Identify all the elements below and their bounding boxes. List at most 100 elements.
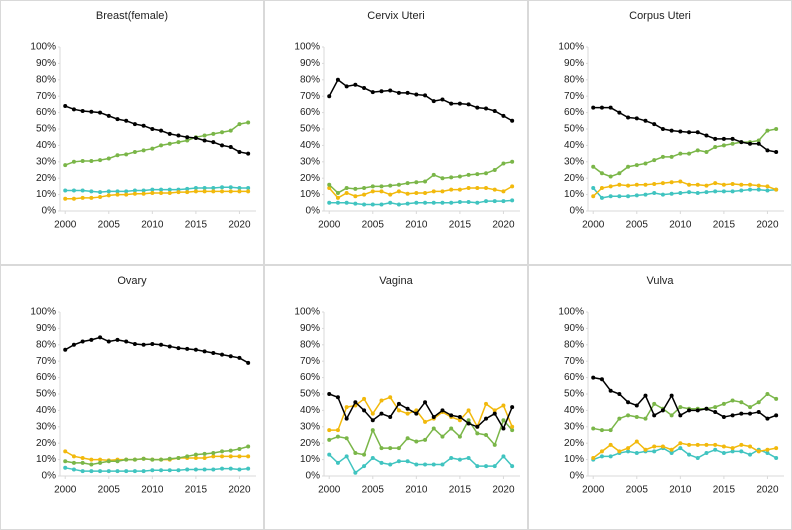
series-line [329, 199, 513, 206]
point [370, 90, 375, 95]
point [484, 416, 489, 421]
point [617, 194, 622, 199]
point [246, 120, 251, 125]
x-tick-label: 2010 [405, 220, 428, 231]
point [634, 451, 639, 456]
point [220, 449, 225, 454]
series-line [592, 440, 777, 459]
point [80, 108, 85, 113]
point [695, 190, 700, 195]
point [510, 184, 515, 189]
point [211, 467, 216, 472]
point [626, 449, 631, 454]
point [141, 191, 146, 196]
point [335, 434, 340, 439]
point [193, 186, 198, 191]
point [71, 188, 76, 193]
point [388, 88, 393, 93]
point [440, 189, 445, 194]
point [396, 90, 401, 95]
point [344, 200, 349, 205]
x-tick-label: 2015 [713, 220, 736, 231]
point [202, 455, 207, 460]
point [704, 451, 709, 456]
y-tick-label: 80% [36, 74, 56, 85]
point [652, 181, 657, 186]
point [211, 454, 216, 459]
point [660, 127, 665, 131]
point [327, 94, 332, 99]
point [591, 455, 596, 460]
point [643, 182, 648, 187]
point [510, 405, 515, 410]
point [475, 464, 480, 469]
series-line [65, 445, 249, 466]
y-tick-label: 80% [36, 339, 56, 350]
point [414, 411, 419, 416]
point [669, 413, 674, 418]
point [80, 195, 85, 200]
x-tick-label: 2005 [362, 220, 385, 231]
point [327, 186, 332, 191]
point [405, 436, 410, 441]
point [228, 454, 233, 459]
point [176, 455, 181, 460]
point [80, 188, 85, 193]
y-tick-label: 40% [564, 405, 584, 416]
point [379, 202, 384, 207]
point [353, 201, 358, 206]
chart-title: Corpus Uteri [629, 10, 691, 22]
point [193, 136, 198, 141]
point [713, 136, 718, 141]
point [669, 451, 674, 456]
point [652, 444, 657, 449]
point [246, 189, 251, 194]
y-tick-label: 50% [300, 389, 320, 400]
panel-border [264, 0, 528, 265]
point [687, 182, 692, 187]
point [678, 413, 683, 418]
point [660, 444, 665, 449]
point [599, 171, 604, 176]
point [457, 434, 462, 439]
point [124, 339, 129, 344]
point [440, 97, 445, 102]
point [756, 141, 761, 146]
point [617, 171, 622, 176]
point [246, 444, 251, 449]
point [141, 148, 146, 153]
point [185, 454, 190, 459]
series-line [592, 187, 777, 199]
point [765, 447, 770, 452]
point [246, 360, 251, 365]
panel: Ovary 0% 10% 20% 30% 40% 50% 60% 70% 80% 90% 100% 20… [0, 265, 264, 530]
point [721, 414, 726, 419]
y-tick-label: 90% [36, 323, 56, 334]
point [159, 190, 164, 195]
point [80, 460, 85, 465]
point [756, 410, 761, 415]
point [176, 190, 181, 195]
point [150, 187, 155, 192]
point [246, 466, 251, 471]
point [193, 455, 198, 460]
point [362, 464, 367, 469]
point [713, 145, 718, 150]
point [388, 200, 393, 205]
point [124, 118, 129, 123]
y-tick-label: 100% [294, 307, 320, 318]
point [124, 457, 129, 462]
point [98, 460, 103, 465]
y-tick-label: 80% [564, 74, 584, 85]
y-tick-label: 50% [36, 124, 56, 135]
x-tick-label: 2015 [449, 220, 472, 231]
point [80, 469, 85, 474]
point [150, 457, 155, 462]
series-line [64, 336, 249, 364]
point [115, 189, 120, 194]
point [423, 437, 428, 442]
x-tick-label: 2010 [141, 485, 164, 496]
point [466, 172, 471, 177]
point [211, 189, 216, 194]
point [159, 457, 164, 462]
